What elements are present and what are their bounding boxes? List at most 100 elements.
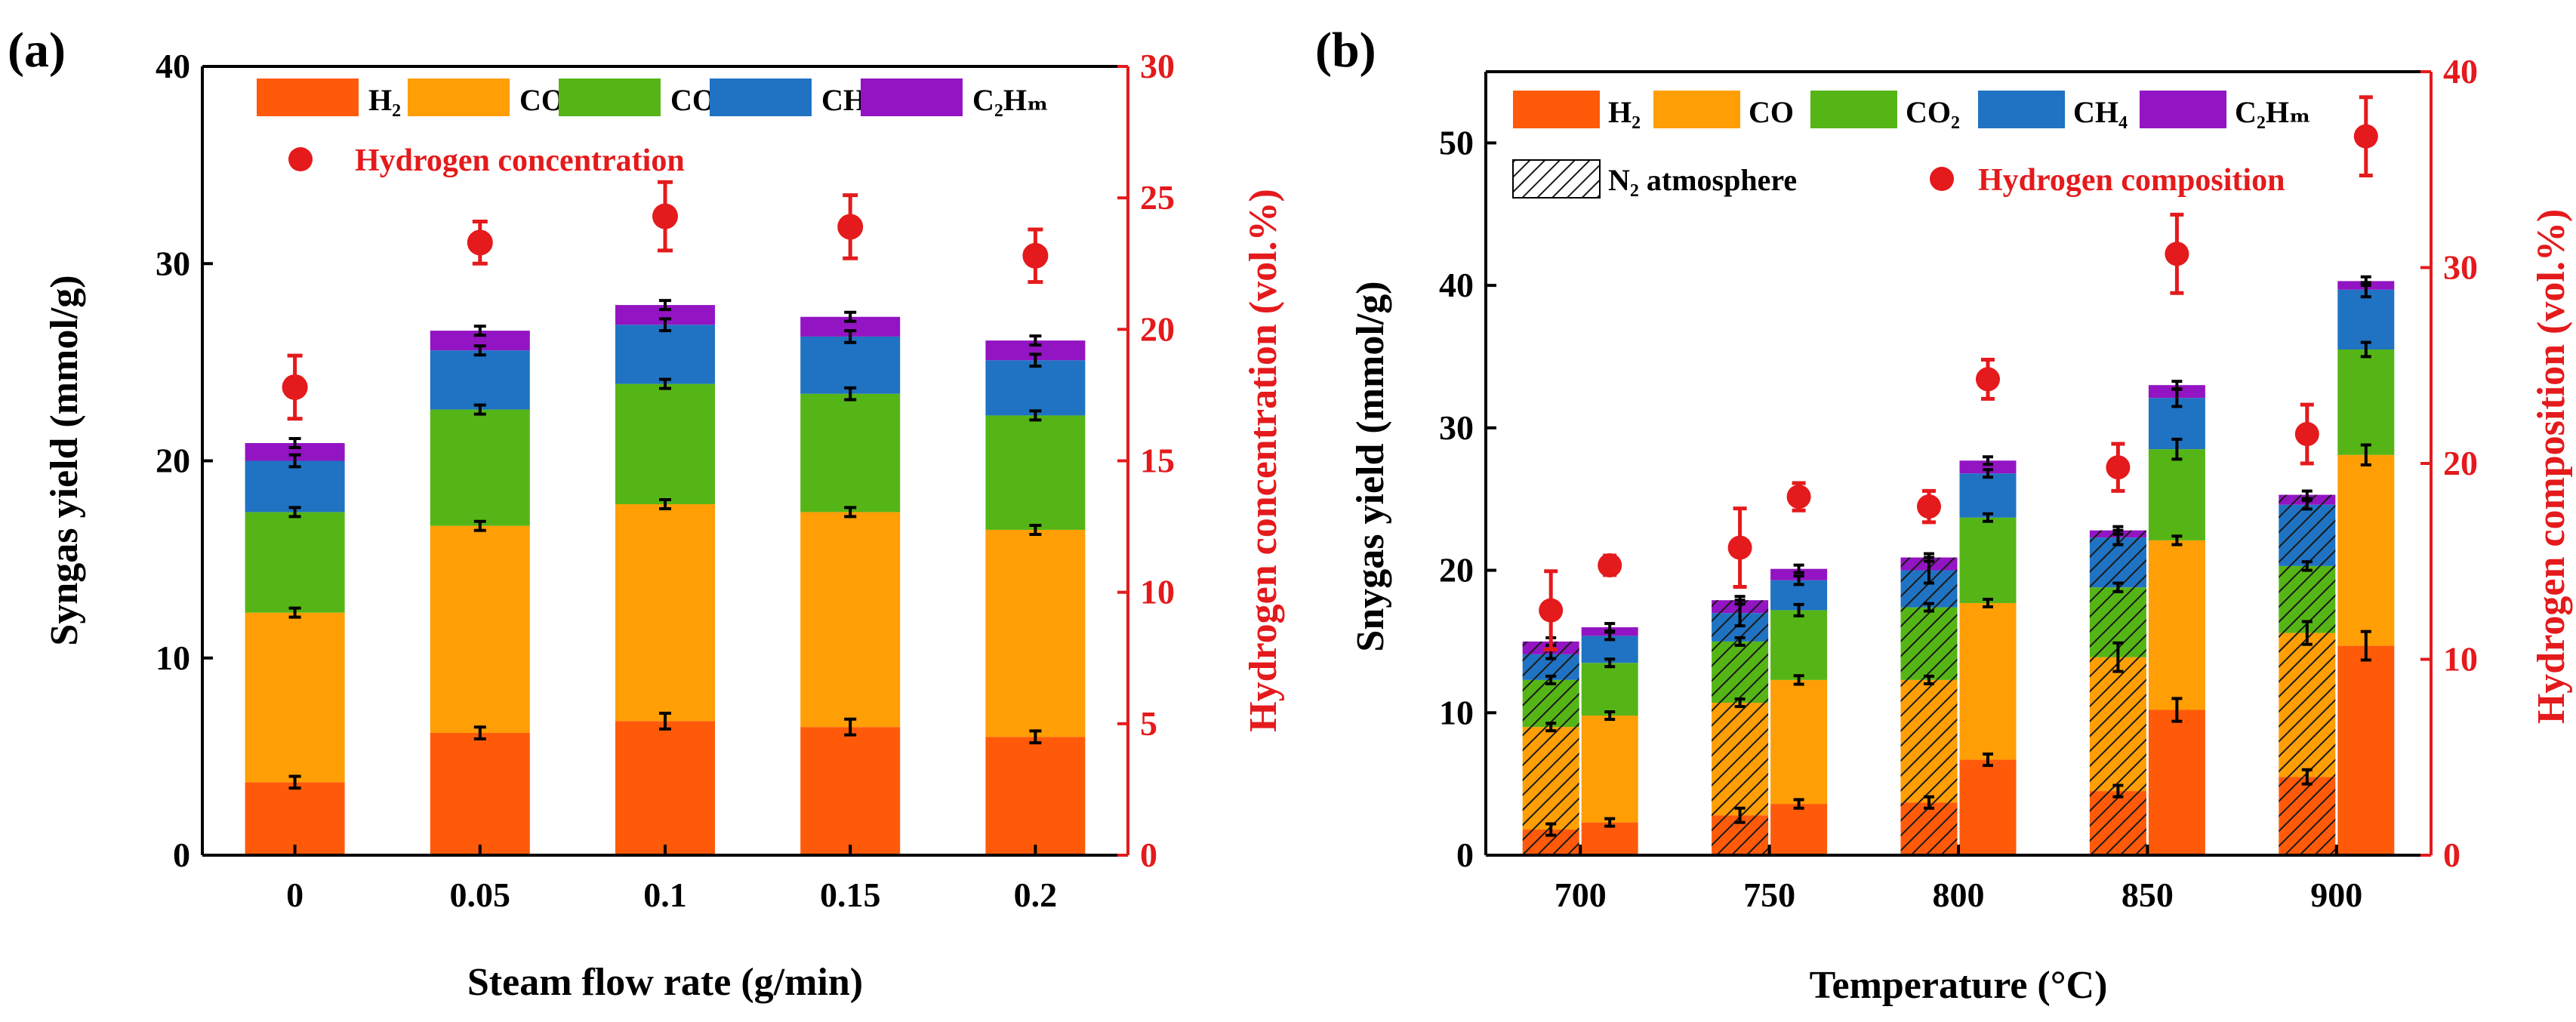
- legend-a-hydrogen-marker: [288, 147, 313, 171]
- bar-hatch-co: [1712, 703, 1769, 816]
- bar-ch4-steam: [1959, 473, 2017, 518]
- hydrogen-point: [1917, 494, 1941, 519]
- hydrogen-point: [1976, 367, 2000, 392]
- hydrogen-point: [2353, 124, 2378, 149]
- bar-ch4: [985, 360, 1086, 416]
- hydrogen-point: [1598, 553, 1622, 577]
- legend-b-c2hm-swatch: [2140, 91, 2226, 128]
- panel-a-legend: H₂ CO CO₂ CH₄ C₂Hₘ Hydrogen concentratio…: [257, 78, 1049, 178]
- panel-b-label: (b): [1315, 23, 1376, 78]
- hydrogen-point: [2106, 455, 2131, 480]
- panel-a-hydrogen-points: [282, 180, 1049, 421]
- legend-a-h2-label: H₂: [368, 83, 401, 117]
- bar-h2-steam: [1770, 804, 1828, 855]
- panel-a-y-axis-label: Syngas yield (mmol/g): [43, 275, 86, 645]
- bar-hatch-co: [1522, 727, 1579, 830]
- legend-b-co2-swatch: [1810, 91, 1897, 128]
- bar-co2: [615, 383, 715, 504]
- bar-co2: [430, 409, 530, 526]
- bar-h2: [430, 733, 530, 855]
- panel-b-y2-axis-label: Hydrogen composition (vol.%): [2530, 209, 2573, 724]
- legend-b-co-label: CO: [1749, 95, 1794, 129]
- panel-b-hydrogen-points: [1539, 95, 2378, 652]
- bar-c2hm-steam: [1959, 460, 2017, 474]
- bar-co2-steam: [1770, 610, 1828, 680]
- panel-b-x-axis-label: Temperature (°C): [1810, 964, 2108, 1007]
- bar-hatch-h2: [2089, 791, 2146, 855]
- panel-a-y2-axis-label: Hydrogen concentration (vol.%): [1242, 189, 1285, 732]
- panel-b-y-axis-label: Snygas yield (mmol/g): [1349, 281, 1392, 651]
- x-tick-label: 850: [2122, 876, 2174, 914]
- legend-a-c2hm-swatch: [861, 78, 963, 116]
- bar-co: [800, 512, 901, 728]
- bar-h2: [985, 737, 1086, 855]
- panel-b-legend: H₂ CO CO₂ CH₄ C₂Hₘ N₂ atmosphere Hydroge…: [1512, 91, 2311, 199]
- bar-co2-steam: [2337, 349, 2395, 455]
- bar-co2: [800, 393, 901, 513]
- bar-co-steam: [2337, 454, 2395, 646]
- bar-co2: [245, 512, 345, 613]
- hydrogen-point: [837, 214, 864, 240]
- bar-hatch-h2: [2279, 777, 2336, 855]
- bar-co: [615, 503, 715, 722]
- y2-tick-label: 0: [2443, 836, 2460, 874]
- bar-ch4: [245, 460, 345, 513]
- bar-h2: [800, 727, 901, 855]
- x-tick-label: 0.05: [450, 876, 511, 914]
- hydrogen-point: [1022, 242, 1049, 269]
- y-tick-label: 40: [1439, 266, 1474, 304]
- hydrogen-point: [1727, 535, 1752, 560]
- hydrogen-point: [2165, 242, 2189, 266]
- bar-ch4: [615, 325, 715, 384]
- bar-h2: [245, 782, 345, 855]
- y-tick-label: 10: [156, 639, 190, 677]
- legend-a-h2-swatch: [257, 78, 359, 116]
- panel-b-x-ticks: 700 750 800 850 900: [1555, 845, 2362, 914]
- y-tick-label: 20: [156, 442, 190, 480]
- bar-ch4-steam: [2337, 289, 2395, 350]
- legend-a-c2hm-label: C₂Hₘ: [972, 83, 1049, 117]
- legend-a-co-label: CO: [519, 83, 565, 117]
- bar-ch4: [800, 336, 901, 394]
- legend-b-co-swatch: [1653, 91, 1740, 128]
- legend-b-pattern-swatch: [1512, 159, 1601, 199]
- y2-tick-label: 20: [1140, 309, 1175, 348]
- panel-b-bars: [1522, 281, 2395, 855]
- legend-b-h2-swatch: [1513, 91, 1600, 128]
- bar-co2-steam: [1581, 663, 1638, 716]
- y-tick-label: 0: [1456, 836, 1474, 874]
- y-tick-label: 20: [1439, 551, 1474, 589]
- y2-tick-label: 5: [1140, 704, 1157, 743]
- legend-b-hydrogen-label: Hydrogen composition: [1978, 163, 2285, 198]
- bar-h2-steam: [2148, 710, 2205, 855]
- bar-co-steam: [1959, 602, 2017, 760]
- panel-a-y2-ticks: 0 5 10 15 20 25 30: [1117, 47, 1175, 874]
- y-tick-label: 40: [156, 47, 190, 85]
- y-tick-label: 10: [1439, 693, 1474, 731]
- y2-tick-label: 20: [2443, 444, 2478, 482]
- hydrogen-point: [652, 203, 678, 229]
- y2-tick-label: 0: [1140, 836, 1157, 874]
- hydrogen-point: [467, 229, 493, 256]
- panel-b-y2-ticks: 0 10 20 30 40: [2420, 52, 2478, 874]
- bar-hatch-co: [1900, 679, 1958, 803]
- x-tick-label: 900: [2310, 876, 2362, 914]
- hydrogen-point: [282, 374, 308, 400]
- bar-hatch-co: [2089, 657, 2146, 792]
- x-tick-label: 750: [1743, 876, 1795, 914]
- panel-a-bars: [245, 305, 1086, 855]
- panel-a-label: (a): [8, 23, 66, 78]
- bar-hatch-co2: [1712, 641, 1769, 703]
- hydrogen-point: [2294, 422, 2319, 447]
- legend-b-c2hm-label: C₂Hₘ: [2235, 95, 2311, 129]
- x-tick-label: 0: [286, 876, 304, 914]
- legend-b-ch4-label: CH₄: [2073, 95, 2128, 129]
- bar-hatch-h2: [1900, 802, 1958, 855]
- x-tick-label: 0.15: [820, 876, 881, 914]
- bar-co2-steam: [2148, 449, 2205, 540]
- legend-b-co2-label: CO₂: [1906, 95, 1960, 129]
- bar-hatch-ch4: [2279, 504, 2336, 566]
- panel-b-error-bars: [1545, 275, 2371, 837]
